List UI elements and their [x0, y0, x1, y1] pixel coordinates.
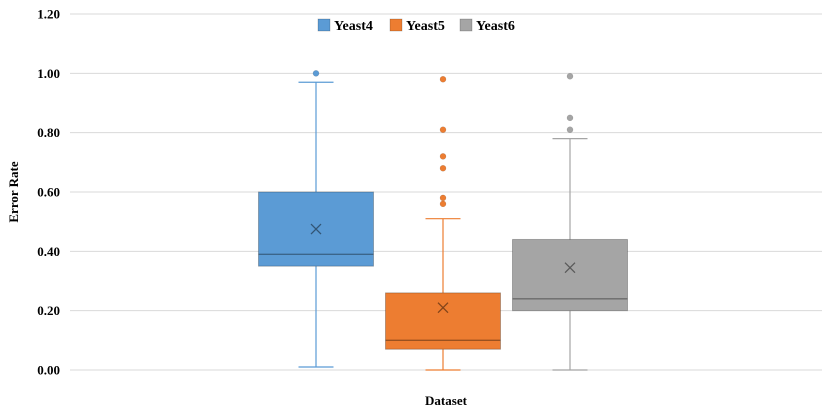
box-yeast4 — [258, 70, 374, 368]
legend-label: Yeast4 — [334, 19, 373, 34]
legend: Yeast4 Yeast5 Yeast6 — [317, 18, 515, 34]
outlier-point — [566, 126, 574, 133]
y-tick-label: 1.20 — [37, 7, 60, 22]
iqr-box — [385, 292, 501, 350]
legend-swatch — [317, 18, 331, 32]
legend-swatch — [459, 18, 473, 32]
y-axis-ticks: 0.00 0.20 0.40 0.60 0.80 1.00 1.20 — [37, 7, 60, 378]
legend-label: Yeast6 — [476, 19, 515, 34]
box-yeast5 — [385, 76, 501, 371]
y-tick-label: 1.00 — [37, 66, 60, 81]
outlier-point — [439, 165, 447, 172]
y-tick-label: 0.80 — [37, 125, 60, 140]
outlier-point — [439, 194, 447, 202]
outlier-point — [439, 153, 447, 160]
mean-marker — [437, 302, 449, 314]
y-tick-label: 0.40 — [37, 244, 60, 259]
outlier-point — [439, 126, 447, 133]
outlier-point — [439, 76, 447, 83]
y-tick-label: 0.60 — [37, 185, 60, 200]
iqr-box — [258, 191, 374, 267]
x-axis-title: Dataset — [425, 393, 468, 408]
mean-marker — [564, 262, 576, 274]
box-yeast6 — [512, 73, 628, 371]
outlier-point — [312, 70, 320, 77]
legend-swatch — [389, 18, 403, 32]
legend-label: Yeast5 — [406, 19, 445, 34]
y-tick-label: 0.00 — [37, 363, 60, 378]
y-axis-title: Error Rate — [6, 161, 21, 222]
iqr-box — [512, 238, 628, 312]
y-tick-label: 0.20 — [37, 303, 60, 318]
grid-lines — [70, 13, 822, 371]
box-series — [258, 70, 628, 371]
mean-marker — [310, 223, 322, 235]
outlier-point — [566, 114, 574, 122]
outlier-point — [566, 73, 574, 80]
outlier-point — [439, 200, 447, 208]
